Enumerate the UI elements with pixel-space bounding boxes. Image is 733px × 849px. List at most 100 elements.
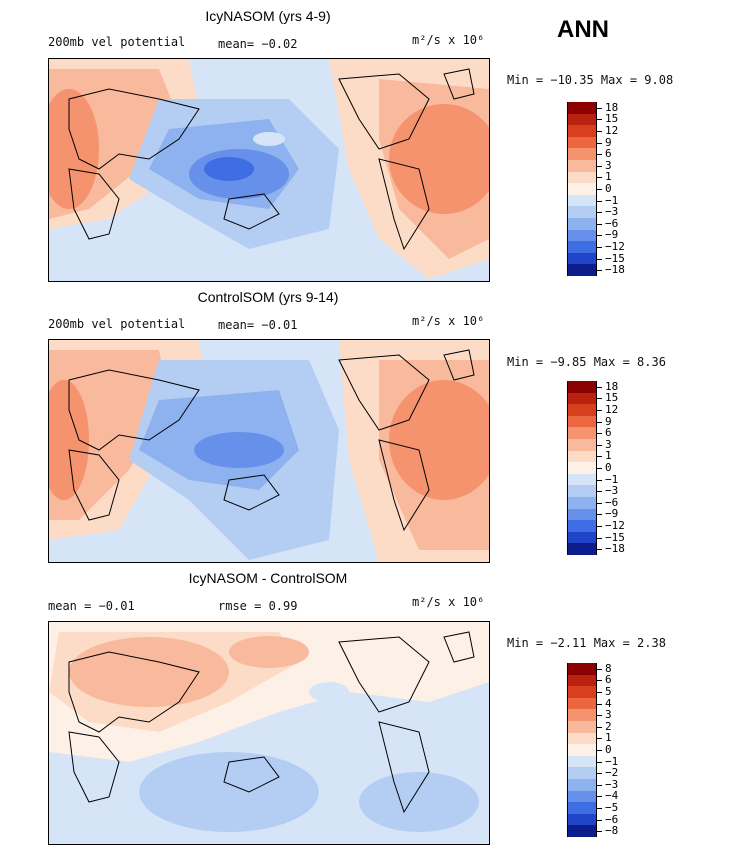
colorbar-tick-mark xyxy=(597,410,602,411)
colorbar-swatch xyxy=(567,252,597,265)
colorbar-swatch xyxy=(567,779,597,791)
colorbar-tick-label: −12 xyxy=(605,519,625,532)
colorbar-tick-mark xyxy=(597,680,602,682)
colorbar-tick-label: 4 xyxy=(605,696,612,710)
colorbar-tick-label: −1 xyxy=(605,754,619,768)
colorbar-swatch xyxy=(567,206,597,218)
colorbar-tick-label: −6 xyxy=(605,812,619,826)
colorbar-swatch xyxy=(567,125,597,137)
colorbar-tick-mark xyxy=(597,456,602,458)
colorbar-tick-label: 3 xyxy=(605,708,612,722)
colorbar-tick-label: 0 xyxy=(605,461,612,474)
colorbar-tick-label: −6 xyxy=(605,495,619,509)
colorbar-tick-label: −3 xyxy=(605,205,619,219)
units-label: m²/s x 10⁶ xyxy=(412,314,485,328)
colorbar-swatch xyxy=(567,171,597,184)
colorbar-swatch xyxy=(567,825,597,837)
colorbar-tick-label: 12 xyxy=(605,124,619,137)
colorbar-tick-mark xyxy=(597,444,602,446)
colorbar-swatch xyxy=(567,113,597,126)
colorbar-tick-mark xyxy=(597,738,602,740)
colorbar-tick-mark xyxy=(597,247,602,248)
colorbar-tick-mark xyxy=(597,421,602,423)
colorbar-tick-label: −2 xyxy=(605,766,619,780)
colorbar-tick-label: 15 xyxy=(605,112,619,126)
panel-title: ControlSOM (yrs 9-14) xyxy=(197,289,339,305)
colorbar-tick-label: 18 xyxy=(605,100,619,114)
colorbar-swatch xyxy=(567,790,597,803)
colorbar-tick-mark xyxy=(597,819,602,821)
colorbar-swatch xyxy=(567,229,597,242)
colorbar-swatch xyxy=(567,520,597,532)
colorbar-tick-label: 6 xyxy=(605,426,612,440)
colorbar-swatch xyxy=(567,802,597,814)
colorbar-tick-mark xyxy=(597,270,602,272)
colorbar-tick-mark xyxy=(597,131,602,132)
colorbar-swatch xyxy=(567,485,597,497)
colorbar-swatch xyxy=(567,531,597,544)
colorbar-swatch xyxy=(567,709,597,721)
colorbar-swatch xyxy=(567,381,597,393)
colorbar-tick-mark xyxy=(597,491,602,493)
colorbar-swatch xyxy=(567,767,597,779)
colorbar-tick-label: −15 xyxy=(605,530,625,544)
colorbar-tick-label: −1 xyxy=(605,193,619,207)
colorbar-swatch xyxy=(567,415,597,428)
colorbar-swatch xyxy=(567,663,597,675)
colorbar-tick-mark xyxy=(597,703,602,705)
colorbar-tick-label: 6 xyxy=(605,673,612,687)
colorbar-tick-mark xyxy=(597,784,602,786)
colorbar-tick-mark xyxy=(597,433,602,435)
colorbar-tick-label: −9 xyxy=(605,507,619,521)
colorbar-swatch xyxy=(567,721,597,733)
colorbar-tick-label: −8 xyxy=(605,824,619,838)
contour-map xyxy=(48,621,490,845)
variable-label: 200mb vel potential xyxy=(48,35,186,49)
colorbar-tick-label: 0 xyxy=(605,743,612,756)
min-max-label: Min = −2.11 Max = 2.38 xyxy=(507,636,666,650)
colorbar-tick-label: 18 xyxy=(605,379,619,393)
colorbar-tick-mark xyxy=(597,235,602,237)
units-label: m²/s x 10⁶ xyxy=(412,595,485,609)
colorbar-tick-label: −18 xyxy=(605,542,625,556)
colorbar-tick-mark xyxy=(597,502,602,504)
colorbar-tick-mark xyxy=(597,549,602,551)
colorbar-swatch xyxy=(567,439,597,451)
mean-label: mean= −0.02 xyxy=(218,37,298,51)
colorbar-swatch xyxy=(567,508,597,521)
colorbar-swatch xyxy=(567,148,597,160)
colorbar-tick-mark xyxy=(597,386,602,388)
colorbar-tick-mark xyxy=(597,468,602,469)
colorbar-swatch xyxy=(567,813,597,826)
colorbar-tick-mark xyxy=(597,796,602,798)
colorbar-tick-label: −4 xyxy=(605,789,619,803)
colorbar-tick-label: −12 xyxy=(605,240,625,253)
contour-map xyxy=(48,58,490,282)
min-max-label: Min = −9.85 Max = 8.36 xyxy=(507,355,666,369)
colorbar-swatch xyxy=(567,686,597,698)
min-max-label: Min = −10.35 Max = 9.08 xyxy=(507,73,674,87)
colorbar-tick-mark xyxy=(597,537,602,539)
colorbar-swatch xyxy=(567,218,597,230)
colorbar-tick-mark xyxy=(597,808,602,809)
colorbar-swatches: 18 15 12 9 6 3 1 0 −1 −3 −6 −9 −12 −15 −18 xyxy=(567,380,625,555)
colorbar-tick-mark xyxy=(597,212,602,214)
mean-label: mean= −0.01 xyxy=(218,318,298,332)
variable-label: 200mb vel potential xyxy=(48,317,186,331)
colorbar-tick-label: 9 xyxy=(605,135,612,149)
colorbar-tick-label: 2 xyxy=(605,719,612,733)
colorbar-tick-label: −15 xyxy=(605,251,625,265)
panel-title: IcyNASOM (yrs 4-9) xyxy=(205,8,331,24)
colorbar-tick-mark xyxy=(597,831,602,833)
contour-map xyxy=(48,339,490,563)
colorbar-tick-mark xyxy=(597,479,602,481)
colorbar-tick-mark xyxy=(597,715,602,717)
colorbar-tick-label: 12 xyxy=(605,403,619,416)
colorbar-swatch xyxy=(567,543,597,555)
colorbar-tick-label: 1 xyxy=(605,449,612,463)
colorbar-swatches: 8 6 5 4 3 2 1 0 −1 −2 −3 −4 −5 −6 −8 xyxy=(567,662,618,837)
colorbar-tick-label: 5 xyxy=(605,685,612,698)
colorbar-tick-label: −5 xyxy=(605,801,619,814)
colorbar-tick-mark xyxy=(597,726,602,728)
colorbar-tick-mark xyxy=(597,154,602,156)
